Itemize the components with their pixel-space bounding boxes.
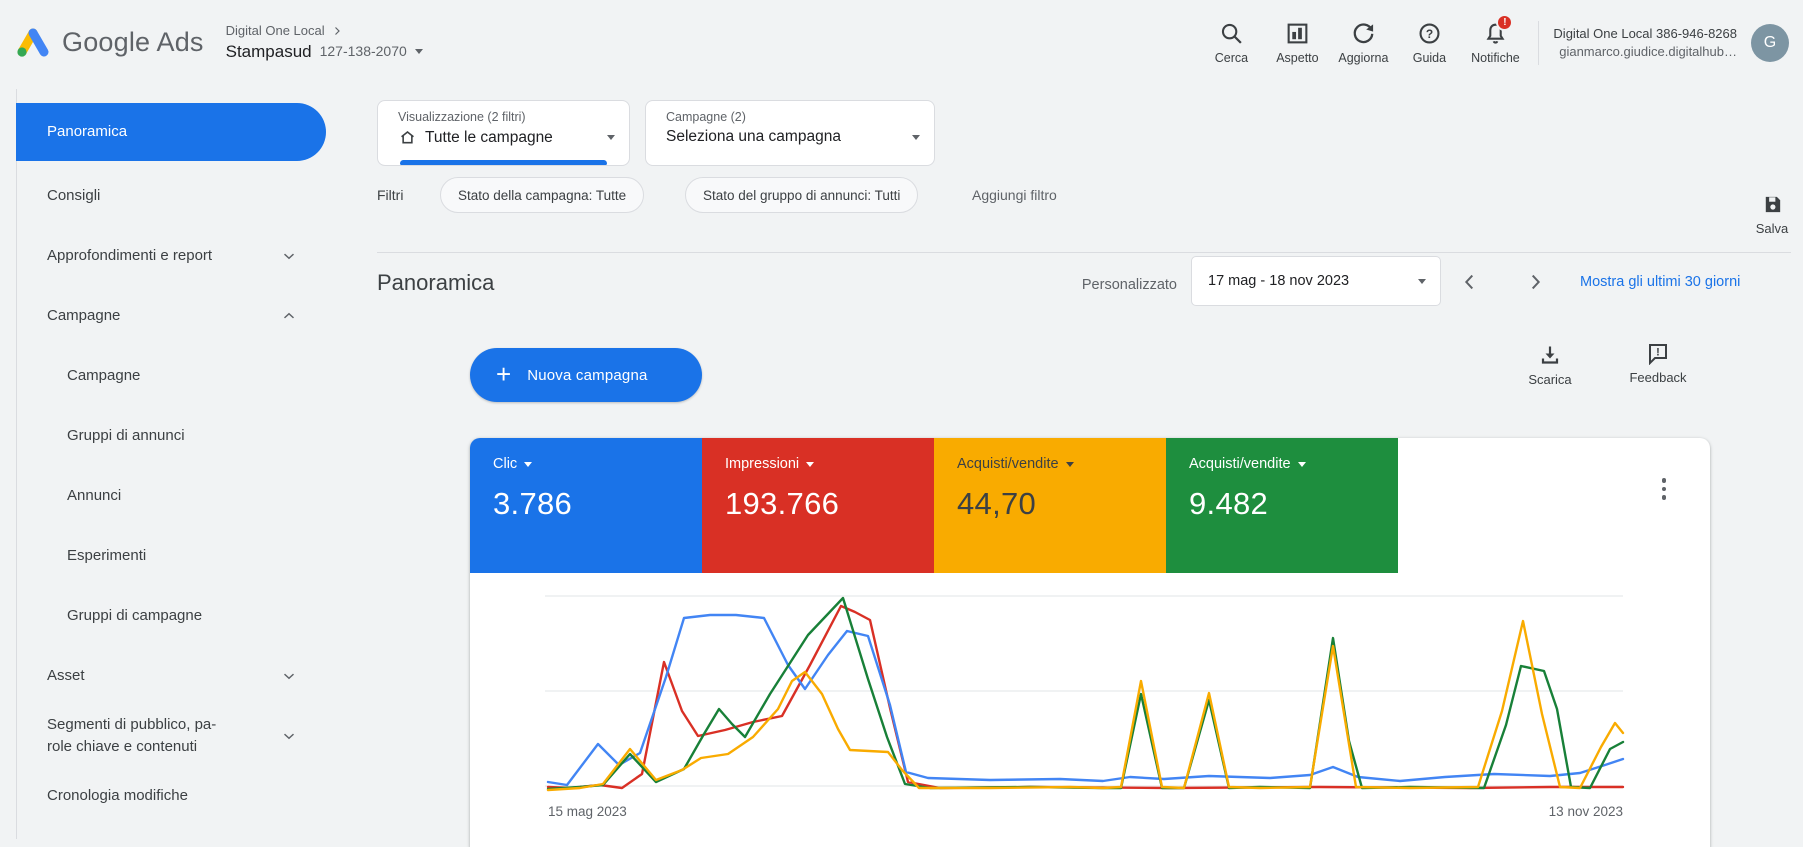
date-mode-label: Personalizzato — [1041, 277, 1177, 293]
appearance-button[interactable]: Aspetto — [1264, 21, 1330, 65]
save-button[interactable]: Salva — [1746, 193, 1798, 236]
metric-label: Clic — [493, 456, 517, 472]
chevron-down-icon — [524, 462, 532, 467]
save-icon — [1761, 193, 1784, 216]
series-line-acquisti-vendite-1 — [548, 621, 1623, 790]
main-content: Visualizzazione (2 filtri) Tutte le camp… — [0, 85, 1803, 847]
google-ads-logo: Google Ads — [14, 26, 204, 60]
metric-label: Impressioni — [725, 456, 799, 472]
refresh-icon — [1351, 21, 1376, 46]
chevron-down-icon — [1066, 462, 1074, 467]
account-switcher[interactable]: Stampasud 127-138-2070 — [226, 41, 423, 62]
date-range-value: 17 mag - 18 nov 2023 — [1208, 273, 1349, 289]
campaign-selector-dropdown[interactable]: Campagne (2) Seleziona una campagna — [645, 100, 935, 166]
chevron-down-icon — [806, 462, 814, 467]
chevron-right-icon — [331, 25, 343, 37]
chevron-right-icon — [1524, 271, 1546, 293]
chevron-down-icon — [415, 49, 423, 54]
svg-text:!: ! — [1656, 347, 1660, 359]
google-ads-overview-page: Google Ads Digital One Local Stampasud 1… — [0, 0, 1803, 847]
metric-card-acquisti-vendite-2[interactable]: Acquisti/vendite 44,70 — [934, 438, 1166, 573]
card-menu-button[interactable] — [1658, 474, 1671, 504]
chevron-down-icon — [607, 135, 615, 140]
home-icon — [398, 128, 417, 147]
metric-card-impressioni-1[interactable]: Impressioni 193.766 — [702, 438, 934, 573]
feedback-button[interactable]: ! Feedback — [1624, 341, 1692, 385]
page-title: Panoramica — [377, 270, 494, 296]
metric-selector[interactable]: Acquisti/vendite — [957, 456, 1166, 472]
trend-chart[interactable]: 15 mag 2023 13 nov 2023 — [470, 573, 1710, 847]
svg-text:?: ? — [1426, 26, 1433, 40]
metric-label: Acquisti/vendite — [957, 456, 1059, 472]
metric-value: 3.786 — [493, 486, 702, 522]
series-line-acquisti-vendite-2 — [548, 598, 1623, 789]
download-icon — [1538, 343, 1562, 367]
account-info: Digital One Local 386-946-8268 gianmarco… — [1553, 25, 1737, 60]
add-filter-button[interactable]: Aggiungi filtro — [972, 177, 1057, 213]
filters-label: Filtri — [377, 177, 403, 213]
view-selector-label: Visualizzazione (2 filtri) — [398, 110, 615, 124]
metric-selector[interactable]: Acquisti/vendite — [1189, 456, 1398, 472]
refresh-button[interactable]: Aggiorna — [1330, 21, 1396, 65]
next-period-button[interactable] — [1518, 265, 1552, 299]
notification-badge: ! — [1496, 14, 1513, 31]
metric-selector[interactable]: Clic — [493, 456, 702, 472]
breadcrumb: Digital One Local Stampasud 127-138-2070 — [226, 23, 423, 63]
filter-chip-adgroup-status[interactable]: Stato del gruppo di annunci: Tutti — [685, 177, 918, 213]
help-icon: ? — [1417, 21, 1442, 46]
notifications-button[interactable]: Notifiche ! — [1462, 21, 1528, 65]
breadcrumb-parent[interactable]: Digital One Local — [226, 23, 423, 39]
logo-wordmark: Google Ads — [62, 27, 204, 58]
header-actions: Cerca Aspetto Aggiorna — [1198, 21, 1789, 65]
campaign-selector-value: Seleziona una campagna — [666, 128, 841, 146]
search-icon — [1219, 21, 1244, 46]
download-button[interactable]: Scarica — [1520, 343, 1580, 387]
x-axis-label: 15 mag 2023 — [548, 804, 627, 819]
x-axis-label: 13 nov 2023 — [1549, 804, 1623, 819]
chevron-down-icon — [1418, 279, 1426, 284]
show-last-30-days-link[interactable]: Mostra gli ultimi 30 giorni — [1580, 274, 1740, 290]
previous-period-button[interactable] — [1453, 265, 1487, 299]
series-line-clic — [548, 615, 1623, 785]
plus-icon: + — [496, 361, 511, 387]
top-bar: Google Ads Digital One Local Stampasud 1… — [0, 0, 1803, 85]
header-divider — [1538, 21, 1539, 65]
columns-chart-icon — [1285, 21, 1310, 46]
chevron-left-icon — [1459, 271, 1481, 293]
date-range-picker[interactable]: 17 mag - 18 nov 2023 — [1191, 256, 1441, 306]
help-button[interactable]: ? Guida — [1396, 21, 1462, 65]
metric-scorecards: Clic3.786Impressioni193.766Acquisti/vend… — [470, 438, 1710, 573]
feedback-icon: ! — [1646, 341, 1670, 365]
campaign-selector-label: Campagne (2) — [666, 110, 920, 124]
metric-card-clic-0[interactable]: Clic 3.786 — [470, 438, 702, 573]
chevron-down-icon — [1298, 462, 1306, 467]
active-view-indicator — [400, 160, 607, 165]
view-selector-dropdown[interactable]: Visualizzazione (2 filtri) Tutte le camp… — [377, 100, 630, 166]
google-ads-logo-icon — [14, 26, 52, 60]
overview-chart-card: Clic3.786Impressioni193.766Acquisti/vend… — [470, 438, 1710, 847]
metric-value: 44,70 — [957, 486, 1166, 522]
metric-selector[interactable]: Impressioni — [725, 456, 934, 472]
line-chart-canvas[interactable]: 15 mag 2023 13 nov 2023 — [470, 573, 1710, 847]
avatar[interactable]: G — [1751, 24, 1789, 62]
series-line-impressioni — [548, 606, 1623, 788]
search-button[interactable]: Cerca — [1198, 21, 1264, 65]
metric-card-acquisti-vendite-3[interactable]: Acquisti/vendite 9.482 — [1166, 438, 1398, 573]
metric-value: 193.766 — [725, 486, 934, 522]
metric-label: Acquisti/vendite — [1189, 456, 1291, 472]
metric-value: 9.482 — [1189, 486, 1398, 522]
view-selector-value: Tutte le campagne — [425, 129, 553, 147]
chevron-down-icon — [912, 135, 920, 140]
section-divider — [377, 252, 1791, 253]
filter-chip-campaign-status[interactable]: Stato della campagna: Tutte — [440, 177, 644, 213]
new-campaign-button[interactable]: + Nuova campagna — [470, 348, 702, 402]
